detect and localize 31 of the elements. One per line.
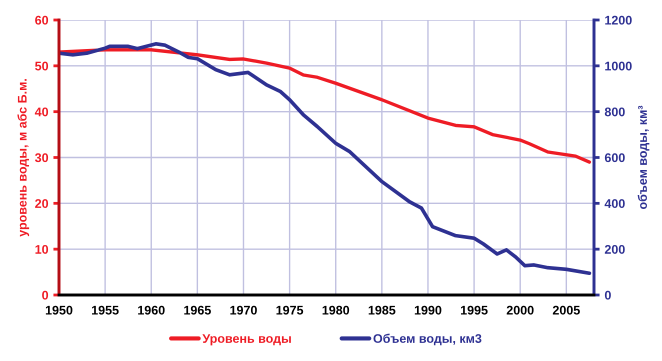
legend-label: Уровень воды [202,334,291,346]
y-tick-label: 50 [35,62,48,70]
x-tick-label: 1980 [322,306,350,315]
y-tick-label: 10 [35,244,48,254]
x-tick-label: 1995 [460,306,488,315]
y2-tick-label: 600 [604,153,625,162]
y-tick-label: 0 [42,290,48,300]
y2-tick-label: 1200 [605,16,632,25]
y-tick-label: 20 [35,199,48,208]
y2-tick-label: 400 [604,199,625,208]
y2-tick-label: 200 [604,244,625,254]
x-tick-label: 1950 [46,306,72,315]
y2-axis-title: объем воды, км³ [638,106,650,210]
x-tick-label: 1965 [184,306,211,315]
line-series [59,48,592,164]
x-tick-label: 2005 [552,306,580,315]
y2-tick-label: 0 [604,290,611,300]
x-tick-label: 2000 [506,306,534,315]
x-tick-label: 1985 [368,306,396,315]
y2-tick-label: 800 [604,107,625,116]
y2-tick-label: 1000 [605,62,632,70]
x-tick-label: 1955 [92,306,119,315]
y-axis-title: уровень воды, м абс Б.м. [17,79,30,237]
x-tick-label: 1970 [230,306,257,315]
x-tick-label: 1960 [138,306,165,315]
y-tick-label: 40 [34,107,48,116]
y-tick-label: 60 [35,16,48,25]
legend-label: Объем воды, км3 [373,334,482,346]
x-tick-label: 1990 [414,306,442,315]
y-tick-label: 30 [34,153,48,162]
x-tick-label: 1975 [276,306,304,315]
